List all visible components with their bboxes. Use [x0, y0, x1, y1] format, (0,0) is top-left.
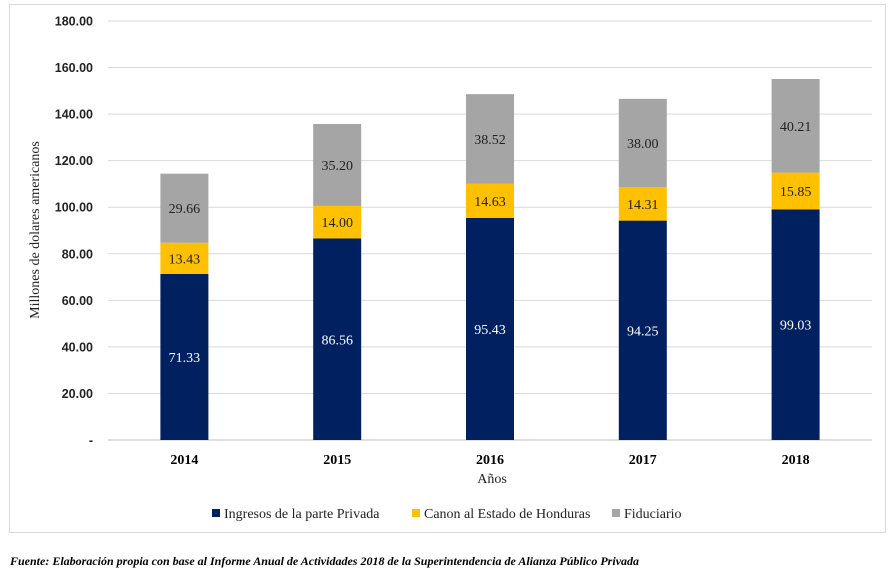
y-tick-label-80: 80.00	[62, 247, 93, 261]
data-label-2014-0: 71.33	[169, 351, 201, 366]
legend: Ingresos de la parte Privada Canon al Est…	[212, 507, 682, 522]
data-label-2017-0: 94.25	[627, 324, 659, 339]
legend-swatch-0	[212, 509, 220, 517]
source-note: Fuente: Elaboración propia con base al I…	[10, 554, 640, 568]
legend-label-2: Fiduciario	[624, 507, 682, 522]
data-label-2015-0: 86.56	[321, 333, 353, 348]
data-label-2015-2: 35.20	[321, 159, 353, 174]
y-tick-label-180: 180.00	[55, 15, 93, 29]
bar-2016-canon-al-estado-de-honduras	[466, 183, 514, 218]
y-tick-label-120: 120.00	[55, 154, 93, 168]
bar-2017-ingresos-de-la-parte-privada	[618, 220, 667, 440]
bar-2014-canon-al-estado-de-honduras	[160, 242, 209, 274]
bar-2016-ingresos-de-la-parte-privada	[466, 217, 514, 440]
legend-label-0: Ingresos de la parte Privada	[224, 507, 380, 522]
bar-2015-fiduciario	[313, 123, 362, 206]
data-label-2017-2: 38.00	[627, 137, 659, 152]
legend-swatch-2	[612, 509, 620, 517]
y-tick-label-40: 40.00	[62, 340, 93, 354]
bar-2015-ingresos-de-la-parte-privada	[313, 238, 362, 440]
legend-label-1: Canon al Estado de Honduras	[424, 507, 590, 522]
bar-2017-canon-al-estado-de-honduras	[618, 187, 667, 221]
chart-frame	[9, 4, 886, 533]
bar-2016-fiduciario	[466, 94, 514, 184]
stacked-bar-chart: - 20.00 40.00 60.00 80.00 100.00 120.00 140.00 1…	[28, 15, 872, 522]
data-label-2016-1: 14.63	[474, 195, 506, 210]
bar-2014-ingresos-de-la-parte-privada	[160, 273, 209, 440]
bar-2018-ingresos-de-la-parte-privada	[771, 209, 820, 440]
bar-2018-canon-al-estado-de-honduras	[771, 172, 820, 210]
data-label-2018-2: 40.21	[780, 120, 812, 135]
y-tick-label-140: 140.00	[55, 108, 93, 122]
bar-2015-canon-al-estado-de-honduras	[313, 205, 362, 239]
data-label-2016-2: 38.52	[474, 133, 506, 148]
data-label-2018-1: 15.85	[780, 185, 812, 200]
data-label-2016-0: 95.43	[474, 323, 506, 338]
y-tick-label-0: -	[89, 434, 93, 448]
y-tick-label-60: 60.00	[62, 294, 93, 308]
y-tick-label-100: 100.00	[55, 201, 93, 215]
data-label-2014-2: 29.66	[169, 202, 201, 217]
bar-2018-fiduciario	[771, 78, 820, 173]
data-label-2014-1: 13.43	[169, 252, 201, 267]
y-axis-title: Millones de dolares americanos	[28, 141, 43, 319]
data-label-2015-1: 14.00	[321, 216, 353, 231]
x-tick-label-2016: 2016	[476, 453, 504, 468]
x-axis-title: Años	[477, 472, 507, 487]
data-label-2017-1: 14.31	[627, 198, 659, 213]
x-tick-label-2017: 2017	[629, 453, 657, 468]
x-tick-label-2015: 2015	[323, 453, 351, 468]
x-tick-label-2014: 2014	[170, 453, 198, 468]
x-axis-ticks: 2014 2015 2016 2017 2018	[170, 453, 809, 468]
legend-swatch-1	[412, 509, 420, 517]
data-label-2018-0: 99.03	[780, 319, 812, 334]
y-tick-label-160: 160.00	[55, 61, 93, 75]
x-tick-label-2018: 2018	[782, 453, 810, 468]
y-axis-ticks: - 20.00 40.00 60.00 80.00 100.00 120.00 140.00 1…	[55, 15, 93, 448]
bar-2014-fiduciario	[160, 173, 209, 243]
bar-2017-fiduciario	[618, 98, 667, 188]
bars: 71.33 13.43 29.66 86.56 14.00 35.20 95.43 14.63…	[160, 78, 820, 440]
y-tick-label-20: 20.00	[62, 387, 93, 401]
